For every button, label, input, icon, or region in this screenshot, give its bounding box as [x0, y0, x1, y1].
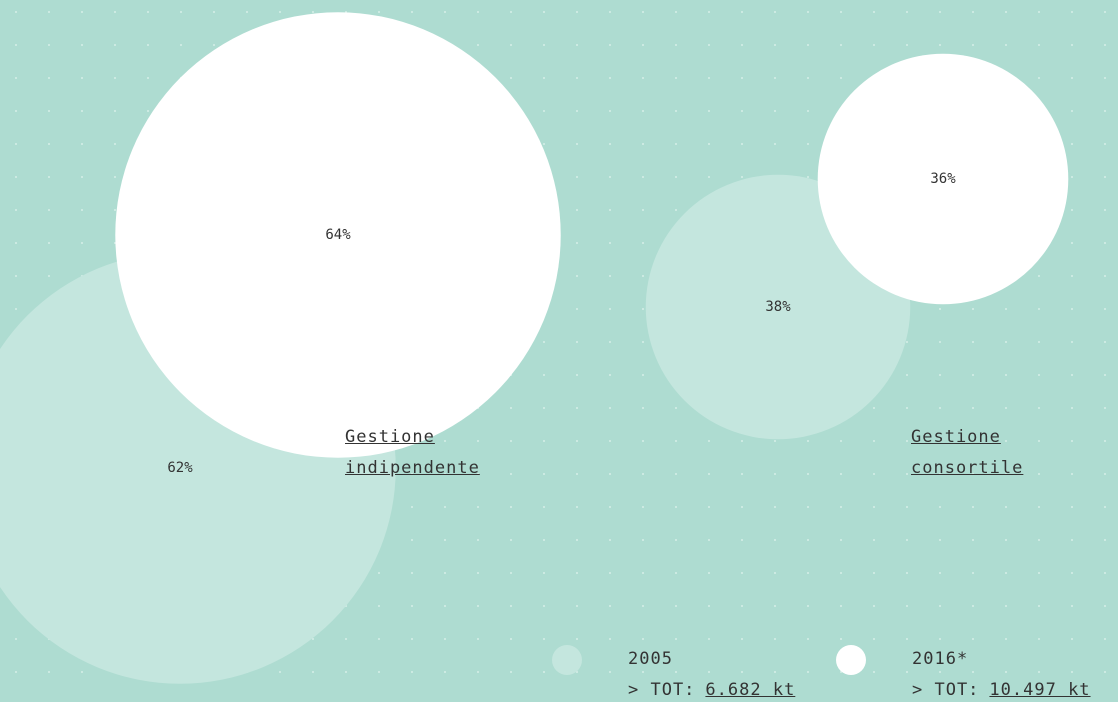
data-label: 62%: [167, 460, 193, 476]
bubble: [115, 12, 561, 458]
total-value: 10.497 kt: [989, 680, 1091, 700]
category-label: Gestione indipendente: [345, 427, 480, 478]
data-label: 64%: [325, 227, 351, 243]
category-label: Gestione consortile: [911, 427, 1024, 478]
legend-label: 2005: [628, 649, 673, 669]
total-prefix: > TOT:: [912, 680, 980, 700]
legend-swatch: [836, 645, 866, 675]
data-label: 38%: [765, 299, 791, 315]
data-label: 36%: [930, 171, 956, 187]
legend-total: > TOT: 10.497 kt: [912, 675, 1091, 702]
legend-total: > TOT: 6.682 kt: [628, 675, 795, 702]
legend-label: 2016*: [912, 649, 969, 669]
total-value: 6.682 kt: [705, 680, 796, 700]
legend-swatch: [552, 645, 582, 675]
total-prefix: > TOT:: [628, 680, 696, 700]
bubble: [817, 53, 1069, 305]
